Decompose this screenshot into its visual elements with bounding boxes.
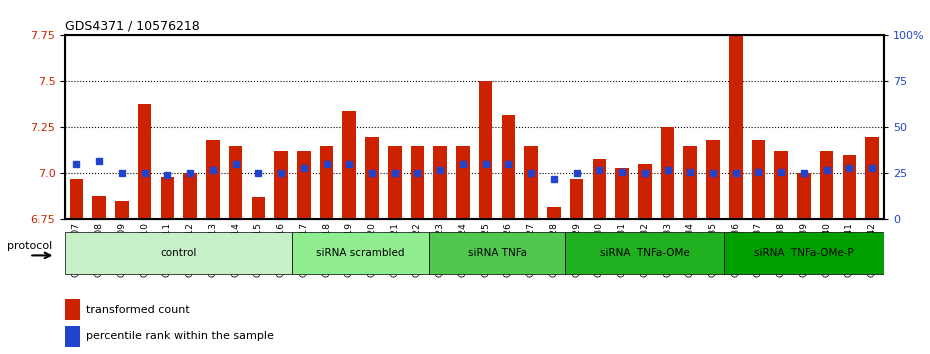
Bar <box>501 115 515 219</box>
Bar <box>365 137 379 219</box>
Bar <box>684 146 698 219</box>
Bar <box>411 146 424 219</box>
Bar <box>820 152 833 219</box>
Bar <box>775 152 788 219</box>
Text: siRNA TNFa: siRNA TNFa <box>468 248 526 258</box>
Bar <box>274 152 288 219</box>
Bar <box>616 168 629 219</box>
Bar <box>115 201 128 219</box>
Bar <box>456 146 470 219</box>
Bar <box>65 299 80 320</box>
Bar <box>92 195 106 219</box>
Text: siRNA  TNFa-OMe-P: siRNA TNFa-OMe-P <box>754 248 854 258</box>
Bar <box>865 137 879 219</box>
Bar <box>729 17 742 219</box>
Bar <box>206 140 219 219</box>
Bar <box>525 146 538 219</box>
Bar <box>843 155 857 219</box>
Bar <box>320 146 333 219</box>
Bar <box>183 173 197 219</box>
Bar <box>660 127 674 219</box>
Bar <box>342 111 356 219</box>
Text: protocol: protocol <box>7 241 52 251</box>
Text: GDS4371 / 10576218: GDS4371 / 10576218 <box>65 20 200 33</box>
Bar <box>70 179 84 219</box>
Bar <box>251 198 265 219</box>
Bar <box>138 103 152 219</box>
Bar <box>65 326 80 347</box>
FancyBboxPatch shape <box>65 233 292 274</box>
Bar <box>229 146 243 219</box>
Text: control: control <box>161 248 197 258</box>
Text: percentile rank within the sample: percentile rank within the sample <box>86 331 273 341</box>
Bar <box>592 159 606 219</box>
Bar <box>706 140 720 219</box>
Bar <box>479 81 493 219</box>
Bar <box>161 177 174 219</box>
Text: siRNA  TNFa-OMe: siRNA TNFa-OMe <box>600 248 690 258</box>
Bar <box>547 207 561 219</box>
Bar <box>297 152 311 219</box>
Text: siRNA scrambled: siRNA scrambled <box>316 248 405 258</box>
FancyBboxPatch shape <box>565 233 724 274</box>
Bar <box>433 146 447 219</box>
FancyBboxPatch shape <box>292 233 429 274</box>
Bar <box>570 179 583 219</box>
Bar <box>751 140 765 219</box>
Bar <box>797 173 811 219</box>
Bar <box>388 146 402 219</box>
Text: transformed count: transformed count <box>86 305 190 315</box>
FancyBboxPatch shape <box>429 233 565 274</box>
Bar <box>638 164 652 219</box>
FancyBboxPatch shape <box>724 233 884 274</box>
